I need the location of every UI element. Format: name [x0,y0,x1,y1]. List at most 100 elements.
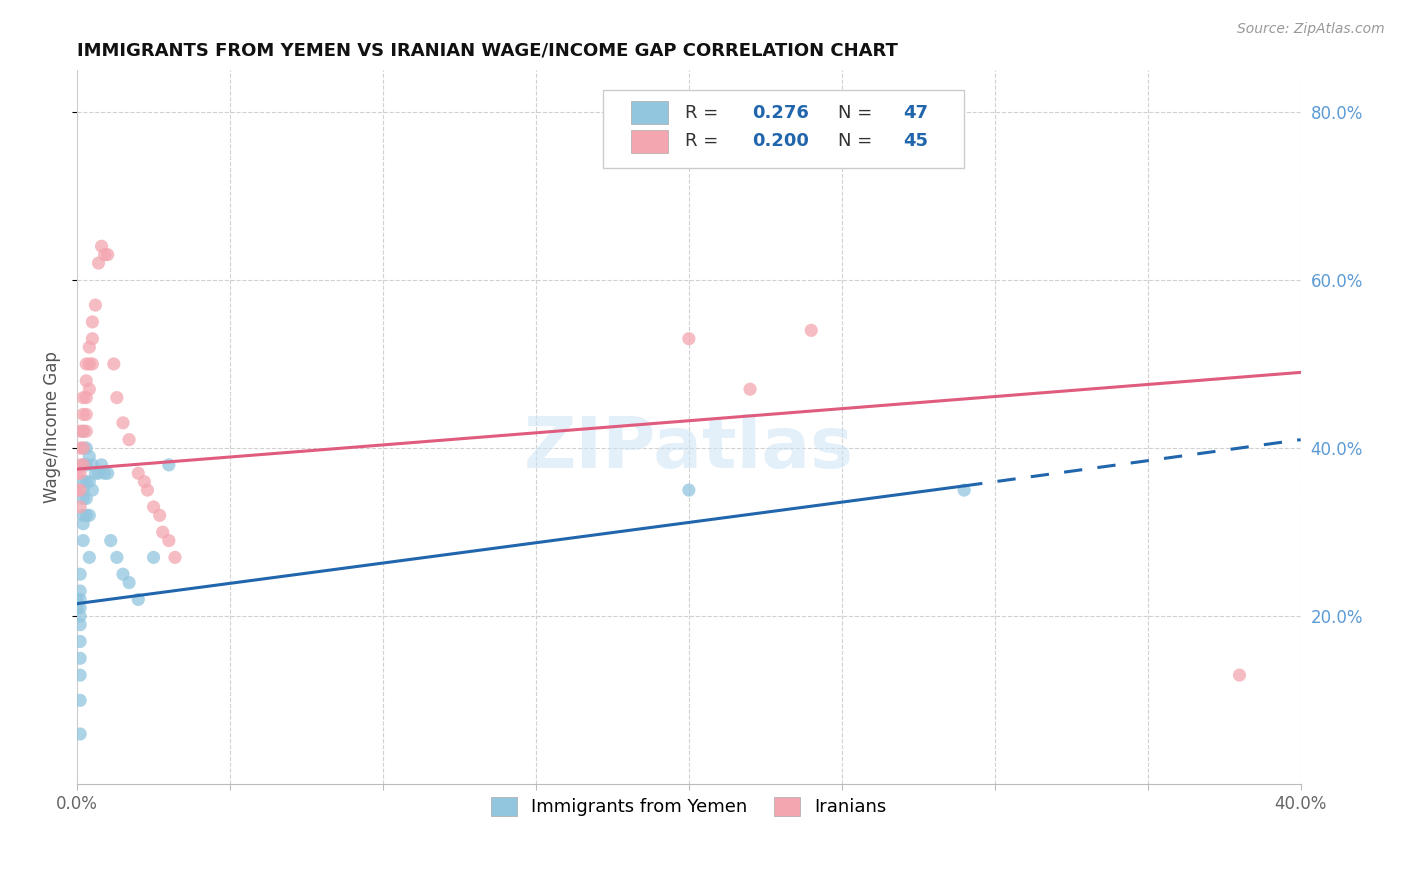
Text: N =: N = [838,132,879,150]
Point [75,424,97,438]
Text: Source: ZipAtlas.com: Source: ZipAtlas.com [1237,22,1385,37]
Text: R =: R = [685,103,724,121]
Point [72,516,94,531]
Point [69,592,91,607]
Point [69,458,91,472]
Text: N =: N = [838,103,879,121]
Point [82,357,104,371]
Point [152,525,174,540]
Point [127,592,149,607]
Point [66,467,89,481]
Text: 47: 47 [903,103,928,121]
Point [66,592,89,607]
Point [69,584,91,599]
Text: 45: 45 [903,132,928,150]
Point [66,483,89,497]
FancyBboxPatch shape [631,129,668,153]
Point [69,467,91,481]
Point [66,600,89,615]
Point [75,441,97,455]
Point [72,458,94,472]
Point [72,475,94,489]
Point [79,508,101,523]
Point [157,533,180,548]
Point [72,391,94,405]
Point [82,332,104,346]
Point [75,408,97,422]
Point [72,533,94,548]
Point [75,391,97,405]
Point [800,323,823,337]
Point [118,433,141,447]
Point [69,634,91,648]
Text: 0.200: 0.200 [752,132,810,150]
Point [72,458,94,472]
Point [75,475,97,489]
Legend: Immigrants from Yemen, Iranians: Immigrants from Yemen, Iranians [482,788,896,825]
Point [678,332,700,346]
Point [127,467,149,481]
Point [111,567,134,582]
Point [72,441,94,455]
Point [82,315,104,329]
Point [79,475,101,489]
Point [111,416,134,430]
Point [142,500,165,514]
Text: ZIPatlas: ZIPatlas [524,414,853,483]
Point [72,483,94,497]
FancyBboxPatch shape [603,90,965,168]
Point [142,550,165,565]
Point [72,424,94,438]
Point [72,491,94,506]
Point [69,727,91,741]
Point [84,467,107,481]
Point [118,575,141,590]
Point [105,391,128,405]
Point [69,617,91,632]
Point [105,550,128,565]
Point [75,374,97,388]
Point [69,651,91,665]
Point [69,693,91,707]
Point [69,441,91,455]
Point [69,609,91,624]
Point [72,508,94,523]
Point [72,408,94,422]
Point [79,550,101,565]
Point [93,247,115,261]
Point [87,256,110,270]
Point [69,424,91,438]
Point [79,450,101,464]
Point [93,467,115,481]
Point [79,340,101,354]
Point [82,483,104,497]
Point [79,357,101,371]
Point [163,550,186,565]
FancyBboxPatch shape [631,101,668,124]
Point [69,668,91,682]
Point [84,298,107,312]
Point [79,382,101,396]
Point [87,467,110,481]
Point [75,458,97,472]
Point [1229,668,1251,682]
Point [72,441,94,455]
Point [97,467,120,481]
Y-axis label: Wage/Income Gap: Wage/Income Gap [44,351,60,503]
Point [90,239,112,253]
Point [69,567,91,582]
Point [678,483,700,497]
Point [136,483,159,497]
Point [134,475,156,489]
Point [100,533,122,548]
Point [97,247,120,261]
Point [75,508,97,523]
Point [953,483,976,497]
Point [103,357,125,371]
Point [75,491,97,506]
Point [157,458,180,472]
Text: 0.276: 0.276 [752,103,810,121]
Point [90,458,112,472]
Point [75,357,97,371]
Text: R =: R = [685,132,724,150]
